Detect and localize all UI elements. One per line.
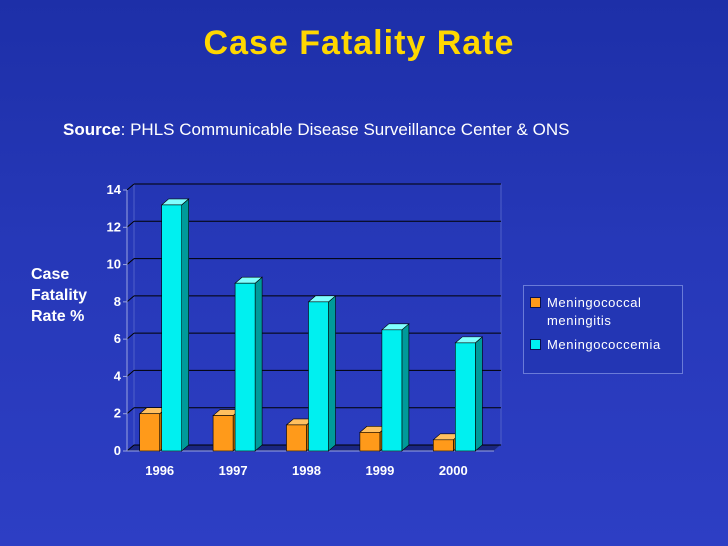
bar-meningococcemia-1999 — [381, 329, 403, 452]
grid-diagonal — [126, 444, 135, 452]
grid-diagonal — [126, 370, 135, 377]
bar-meningitis-1999 — [359, 432, 381, 452]
bar-meningococcemia-1997 — [234, 282, 256, 452]
y-axis-label: Case Fatality Rate % — [31, 266, 88, 325]
bar-side-meningococcemia-1999 — [401, 323, 410, 452]
source-text: : PHLS Communicable Disease Surveillance… — [120, 120, 570, 139]
legend-label-meningococcemia: Meningococcemia — [547, 337, 661, 352]
y-tick-label: 8 — [114, 294, 121, 309]
bar-meningitis-1996 — [139, 413, 160, 452]
grid-diagonal — [126, 332, 135, 340]
x-tick-label-1997: 1997 — [219, 463, 248, 478]
legend-swatch-meningitis — [530, 297, 541, 308]
x-tick-label-2000: 2000 — [439, 463, 468, 478]
y-tick-label: 10 — [107, 257, 121, 272]
source-label: Source — [63, 120, 121, 139]
legend-label-meningitis: Meningococcal meningitis — [547, 295, 642, 328]
grid-diagonal — [126, 183, 135, 191]
x-tick-label-1999: 1999 — [365, 463, 394, 478]
source-line: Source: PHLS Communicable Disease Survei… — [63, 120, 569, 140]
y-tick-label: 0 — [114, 443, 121, 458]
grid-diagonal — [126, 220, 135, 228]
bar-meningitis-1998 — [286, 424, 307, 452]
y-tick-label: 12 — [107, 219, 121, 234]
bar-meningococcemia-1998 — [308, 301, 329, 452]
bar-meningitis-2000 — [432, 439, 454, 452]
y-tick-label: 6 — [114, 331, 121, 346]
bar-side-meningococcemia-1998 — [328, 295, 336, 452]
y-tick-label: 4 — [114, 368, 122, 383]
bar-side-meningococcemia-1997 — [254, 276, 263, 452]
page-title: Case Fatality Rate — [203, 24, 515, 62]
legend-swatch-meningococcemia — [530, 339, 541, 350]
bar-meningococcemia-1996 — [161, 204, 182, 452]
bar-meningitis-1997 — [212, 415, 234, 452]
x-tick-label-1998: 1998 — [292, 463, 321, 478]
x-tick-label-1996: 1996 — [145, 463, 174, 478]
chart-legend: Meningococcal meningitis Meningococcemia — [523, 285, 683, 374]
grid-diagonal — [126, 407, 135, 415]
bar-side-meningococcemia-1996 — [181, 198, 189, 452]
y-tick-label: 2 — [114, 406, 121, 421]
bar-side-meningococcemia-2000 — [474, 336, 483, 452]
legend-item-meningococcemia: Meningococcemia — [530, 336, 676, 354]
legend-item-meningitis: Meningococcal meningitis — [530, 294, 676, 330]
grid-diagonal — [126, 258, 135, 265]
y-tick-label: 14 — [107, 182, 122, 197]
bar-meningococcemia-2000 — [454, 342, 476, 452]
grid-diagonal — [126, 295, 135, 303]
